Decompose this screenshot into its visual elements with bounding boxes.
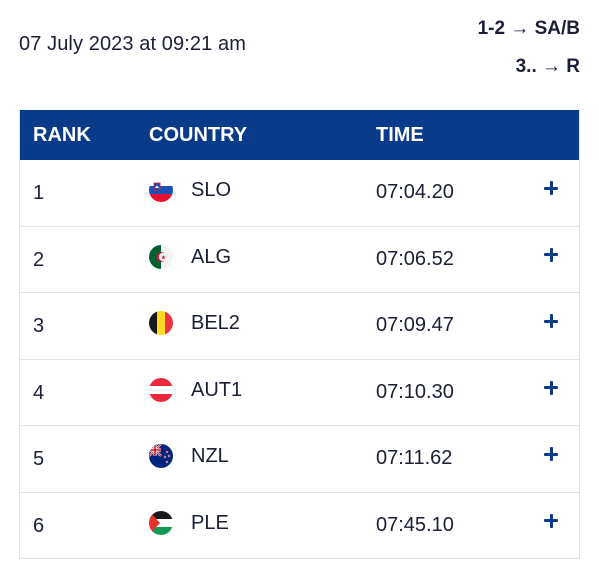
row-country: SLO xyxy=(191,179,232,201)
plus-icon xyxy=(544,181,558,195)
progression-rules: 1-2 → SA/B 3.. → R xyxy=(478,16,580,92)
row-country: PLE xyxy=(191,511,229,534)
table-header: RANK COUNTRY TIME xyxy=(20,110,579,160)
table-row: 5 NZL 07:11.62 xyxy=(20,426,579,493)
belgium-flag-icon xyxy=(149,311,173,335)
header-time: TIME xyxy=(376,123,424,146)
table-row: 1 SLO 07:04.20 xyxy=(20,160,579,227)
new-zealand-flag-icon xyxy=(149,444,173,468)
table-row: 4 AUT1 07:10.30 xyxy=(20,360,579,426)
progression-rule-1: 1-2 → SA/B xyxy=(477,18,580,39)
expand-row-button[interactable] xyxy=(539,509,563,533)
row-country: AUT1 xyxy=(191,378,243,401)
header-country: COUNTRY xyxy=(149,123,248,146)
row-rank: 6 xyxy=(33,514,45,537)
expand-row-button[interactable] xyxy=(539,376,563,400)
plus-icon xyxy=(544,447,558,461)
austria-flag-icon xyxy=(149,377,173,402)
row-rank: 3 xyxy=(33,315,45,337)
row-time: 07:09.47 xyxy=(376,314,454,336)
plus-icon xyxy=(544,247,558,262)
plus-icon xyxy=(544,314,558,328)
plus-icon xyxy=(544,513,558,528)
row-time: 07:45.10 xyxy=(376,513,454,536)
table-row: 2 ALG 07:06.52 xyxy=(20,227,579,293)
expand-row-button[interactable] xyxy=(539,309,563,333)
row-rank: 5 xyxy=(33,448,45,470)
table-row: 3 BEL2 07:09.47 xyxy=(20,293,579,360)
table-row: 6 PLE 07:45.10 xyxy=(20,493,579,559)
expand-row-button[interactable] xyxy=(539,442,563,466)
row-country: NZL xyxy=(191,445,229,467)
row-time: 07:10.30 xyxy=(376,380,454,403)
expand-row-button[interactable] xyxy=(539,176,563,200)
progression-rule-2: 3.. → R xyxy=(515,56,580,77)
row-time: 07:06.52 xyxy=(376,247,454,270)
row-rank: 2 xyxy=(33,248,45,271)
results-table: RANK COUNTRY TIME 1 SLO 07:04.20 2 xyxy=(19,110,580,559)
row-rank: 1 xyxy=(33,182,45,204)
row-country: ALG xyxy=(191,245,232,268)
algeria-flag-icon xyxy=(149,244,173,269)
plus-icon xyxy=(544,380,558,395)
result-timestamp: 07 July 2023 at 09:21 am xyxy=(19,33,246,55)
row-country: BEL2 xyxy=(191,312,240,334)
palestine-flag-icon xyxy=(149,510,173,535)
expand-row-button[interactable] xyxy=(539,243,563,267)
header-rank: RANK xyxy=(33,123,91,146)
slovenia-flag-icon xyxy=(149,178,173,202)
row-rank: 4 xyxy=(33,381,45,404)
row-time: 07:11.62 xyxy=(376,447,453,469)
row-time: 07:04.20 xyxy=(376,181,454,203)
